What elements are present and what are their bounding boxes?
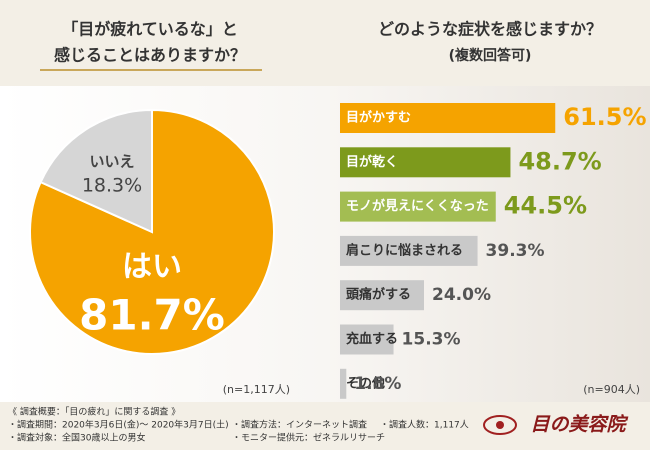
bar (340, 280, 424, 311)
bar (340, 235, 478, 266)
bar-label: 目が乾く (346, 154, 398, 170)
bar-label: 目がかすむ (346, 110, 411, 126)
logo-eye (483, 415, 517, 435)
value-label: 61.5% (563, 103, 646, 131)
logo: 目の美容院 (530, 414, 628, 436)
bar (340, 147, 511, 178)
footer-heading: 《 調査概要：「目の疲れ」に関する調査 》 (8, 406, 180, 418)
pie-slice (39, 108, 153, 234)
logo-eye (496, 421, 504, 429)
value-label: 24.0% (432, 285, 491, 305)
slice-label: はい (122, 250, 182, 285)
value-label: 15.3% (402, 330, 461, 350)
footer-item: ・調査人数：1,117人 (380, 419, 469, 431)
slice-value: 18.3% (82, 175, 142, 197)
bar-subtitle: (複数回答可) (449, 47, 532, 64)
header-band (0, 0, 650, 86)
pie-title: 感じることはありますか？ (54, 46, 246, 65)
bar-label: 肩こりに悩まされる (346, 242, 463, 258)
value-label: 1.8% (354, 374, 401, 394)
bar-label: 充血する (346, 331, 398, 347)
bar (340, 191, 496, 222)
footer-item: ・調査対象：全国30歳以上の男女 (8, 432, 145, 444)
footer-band (0, 402, 650, 450)
slice-label: いいえ (89, 153, 134, 171)
bar-label: 頭痛がする (346, 287, 411, 303)
bar (340, 103, 556, 133)
bar-label: その他 (346, 375, 385, 391)
bar-title: どのような症状を感じますか？ (378, 20, 602, 39)
value-label: 39.3% (486, 241, 545, 261)
value-label: 44.5% (504, 192, 587, 220)
footer-item: ・調査期間：2020年3月6日(金)～ 2020年3月7日(土) (8, 419, 229, 431)
bar-label: モノが見えにくくなった (346, 198, 489, 214)
pie-annotation: (n=1,117人) (223, 383, 290, 396)
bar (340, 324, 394, 355)
bar-annotation: (n=904人) (583, 383, 640, 396)
bar (340, 368, 347, 399)
pie-title: 「目が疲れているな」と (62, 20, 238, 39)
value-label: 48.7% (518, 147, 601, 175)
footer-item: ・調査方法：インターネット調査 (232, 419, 367, 431)
slice-value: 81.7% (79, 291, 225, 340)
footer-item: ・モニター提供元：ゼネラルリサーチ (232, 432, 385, 444)
